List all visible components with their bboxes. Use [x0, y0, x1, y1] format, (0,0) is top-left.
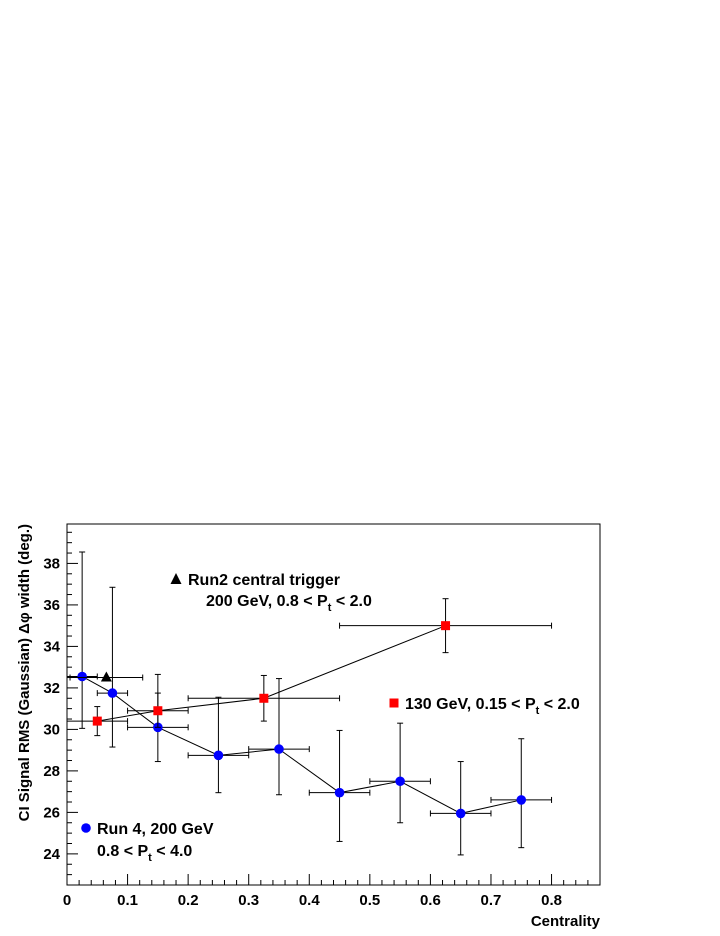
- data-point-circle: [213, 750, 224, 761]
- y-axis-title: CI Signal RMS (Gaussian) Δφ width (deg.): [16, 524, 33, 821]
- legend-label-run4-line2: 0.8 < Pt < 4.0: [97, 843, 192, 864]
- y-tick-label: 26: [43, 804, 60, 821]
- x-axis-title: Centrality: [531, 913, 601, 930]
- data-point-circle: [516, 795, 527, 805]
- legend-marker-triangle: [170, 573, 182, 584]
- data-point-circle: [334, 787, 345, 798]
- legend-marker-circle: [81, 823, 91, 833]
- data-point-circle: [274, 744, 284, 754]
- legend-label-run2: Run2 central trigger: [188, 572, 340, 589]
- legend-label-run2-line2: 200 GeV, 0.8 < Pt < 2.0: [206, 593, 372, 614]
- x-tick-label: 0.5: [359, 892, 380, 909]
- y-tick-label: 24: [43, 846, 60, 863]
- legend-label-run4: Run 4, 200 GeV: [97, 821, 214, 838]
- data-point-circle: [395, 776, 405, 787]
- data-point-square: [441, 621, 451, 631]
- x-tick-label: 0.6: [420, 892, 441, 909]
- y-tick-label: 30: [43, 721, 60, 738]
- y-tick-label: 32: [43, 680, 60, 697]
- x-tick-label: 0.1: [117, 892, 138, 909]
- data-point-circle: [107, 688, 118, 698]
- x-tick-label: 0.8: [541, 892, 562, 909]
- data-point-square: [153, 706, 163, 716]
- data-point-square: [259, 693, 269, 703]
- data-point-circle: [455, 808, 466, 819]
- legend-label-130gev: 130 GeV, 0.15 < Pt < 2.0: [405, 696, 580, 717]
- x-tick-label: 0.3: [238, 892, 259, 909]
- x-tick-label: 0: [63, 892, 71, 909]
- series-line: [97, 625, 446, 722]
- data-point-circle: [77, 671, 87, 682]
- x-tick-label: 0.2: [178, 892, 199, 909]
- x-tick-label: 0.4: [299, 892, 321, 909]
- data-point-triangle: [100, 671, 112, 682]
- y-tick-label: 34: [43, 638, 60, 655]
- legend-marker-square: [389, 698, 399, 708]
- y-tick-label: 38: [43, 555, 60, 572]
- x-tick-label: 0.7: [481, 892, 502, 909]
- y-tick-label: 36: [43, 597, 60, 614]
- data-point-square: [92, 716, 102, 726]
- y-tick-label: 28: [43, 763, 60, 780]
